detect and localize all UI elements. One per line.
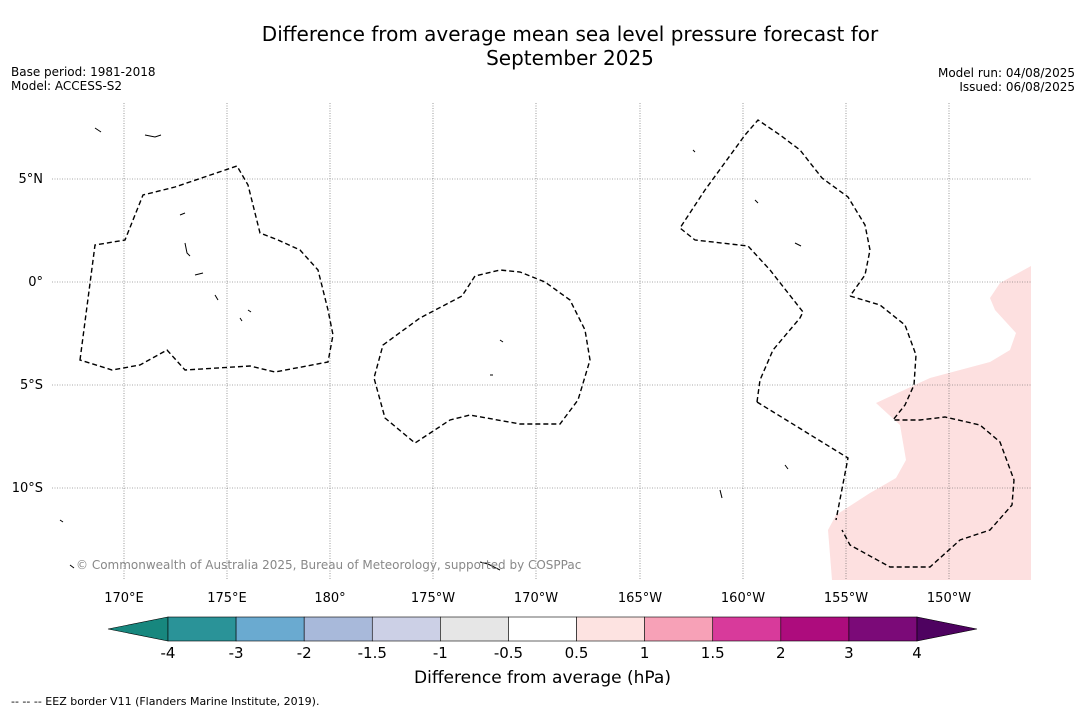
eez-borders	[79, 119, 1015, 568]
colorbar-segment	[508, 616, 577, 642]
colorbar-segment	[167, 616, 237, 642]
title-line-1: Difference from average mean sea level p…	[261, 22, 879, 46]
colorbar-tick-label: 1.5	[701, 644, 725, 662]
base-period: Base period: 1981-2018	[11, 65, 156, 79]
colorbar-tick-label: -0.5	[494, 644, 523, 662]
lon-label-160w: 160°W	[721, 591, 765, 606]
colorbar-segment	[576, 616, 645, 642]
colorbar-tick-label: -4	[161, 644, 176, 662]
lon-label-150w: 150°W	[927, 591, 971, 606]
model-run: Model run: 04/08/2025	[937, 66, 1075, 80]
lon-label-165w: 165°W	[618, 591, 662, 606]
lat-label-10s: 10°S	[12, 481, 43, 496]
colorbar-tick-label: -2	[297, 644, 312, 662]
title-line-2: September 2025	[486, 46, 654, 70]
colorbar-segment	[848, 616, 918, 642]
colorbar-segment	[780, 616, 850, 642]
eez-footnote: -- -- -- EEZ border V11 (Flanders Marine…	[11, 695, 320, 708]
colorbar-tick-label: -1.5	[358, 644, 387, 662]
colorbar-tick-label: 0.5	[565, 644, 589, 662]
lon-label-170e: 170°E	[104, 591, 144, 606]
islands	[59, 127, 802, 571]
lat-label-5n: 5°N	[19, 172, 44, 187]
positive-anomaly-region	[828, 266, 1031, 580]
lon-label-175e: 175°E	[207, 591, 247, 606]
colorbar-extend-high	[916, 616, 978, 642]
colorbar: -4 -3 -2 -1.5 -1 -0.5 0.5 1 1.5 2 3 4	[107, 616, 978, 662]
issued-date: Issued: 06/08/2025	[959, 80, 1075, 94]
colorbar-segment	[235, 616, 305, 642]
lon-label-170w: 170°W	[514, 591, 558, 606]
run-info: Model run: 04/08/2025 Issued: 06/08/2025	[938, 66, 1075, 94]
lat-label-5s: 5°S	[20, 378, 43, 393]
colorbar-tick-label: 4	[912, 644, 922, 662]
model-name: Model: ACCESS-S2	[11, 79, 123, 93]
gridlines	[52, 103, 1031, 580]
colorbar-extend-low	[107, 616, 169, 642]
lon-label-180: 180°	[314, 591, 345, 606]
colorbar-tick-label: 2	[776, 644, 786, 662]
map-title: Difference from average mean sea level p…	[0, 22, 1085, 70]
colorbar-segment	[440, 616, 509, 642]
model-info: Base period: 1981-2018 Model: ACCESS-S2	[11, 65, 156, 93]
colorbar-tick-label: 3	[844, 644, 854, 662]
colorbar-segment	[644, 616, 714, 642]
copyright-notice: © Commonwealth of Australia 2025, Bureau…	[76, 558, 582, 572]
colorbar-segment	[712, 616, 782, 642]
lat-labels: 5°N 0° 5°S 10°S	[12, 172, 43, 496]
lat-label-0: 0°	[28, 275, 43, 290]
lon-label-175w: 175°W	[411, 591, 455, 606]
lon-labels: 170°E 175°E 180° 175°W 170°W 165°W 160°W…	[104, 591, 971, 606]
colorbar-tick-label: 1	[640, 644, 650, 662]
lon-label-155w: 155°W	[824, 591, 868, 606]
colorbar-segment	[371, 616, 441, 642]
colorbar-tick-label: -1	[433, 644, 448, 662]
colorbar-label: Difference from average (hPa)	[414, 668, 671, 688]
colorbar-tick-label: -3	[229, 644, 244, 662]
colorbar-segment	[303, 616, 373, 642]
